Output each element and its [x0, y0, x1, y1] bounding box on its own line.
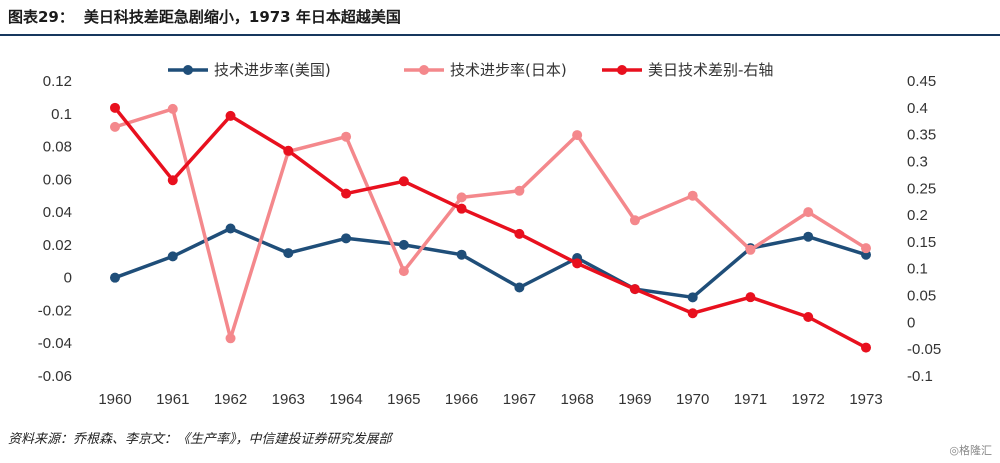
data-point: [745, 244, 756, 255]
data-point: [514, 185, 525, 196]
data-point: [629, 284, 640, 295]
x-tick-label: 1971: [734, 391, 767, 408]
left-tick-label: 0.08: [43, 139, 72, 156]
right-tick-label: 0.15: [907, 234, 936, 251]
data-point: [225, 223, 236, 234]
legend-marker: [183, 65, 193, 75]
x-tick-label: 1973: [849, 391, 882, 408]
data-point: [629, 215, 640, 226]
data-point: [398, 239, 409, 250]
data-point: [803, 312, 814, 322]
series-line-1: [114, 226, 867, 300]
right-tick-label: 0.05: [907, 288, 936, 305]
x-tick-label: 1972: [792, 391, 825, 408]
data-point: [110, 121, 120, 132]
x-tick-label: 1969: [618, 391, 651, 408]
watermark: ◎格隆汇: [949, 444, 992, 457]
data-point: [456, 249, 467, 260]
right-tick-label: -0.05: [907, 341, 941, 358]
series-line-2: [114, 107, 867, 341]
x-tick-label: 1966: [445, 391, 478, 408]
data-point: [110, 272, 120, 283]
data-point: [514, 228, 525, 239]
left-tick-label: 0.04: [43, 204, 72, 221]
x-tick-label: 1967: [503, 391, 536, 408]
left-tick-label: 0.06: [43, 171, 72, 188]
title-divider: [0, 34, 1000, 36]
right-tick-label: 0.1: [907, 261, 928, 278]
data-point: [225, 333, 236, 344]
left-tick-label: -0.06: [38, 368, 72, 385]
data-point: [456, 192, 467, 203]
right-tick-label: 0.3: [907, 153, 928, 170]
right-y-axis: -0.1 -0.05 0 0.05 0.1 0.15 0.2 0.25 0.3 0.35 0.4 0.…: [907, 73, 941, 385]
legend-label: 技术进步率(日本): [450, 61, 567, 79]
figure-label: 图表29：: [8, 8, 74, 26]
line-chart: 技术进步率(美国) 技术进步率(日本) 美日技术差别-右轴 -0.06-0.04-0…: [38, 61, 941, 408]
legend-label: 美日技术差别-右轴: [648, 61, 773, 79]
x-axis: 1960 1961 1962 1963 1964 1965 1966 1967 1968 1969…: [98, 391, 882, 408]
chart-legend: 技术进步率(美国) 技术进步率(日本) 美日技术差别-右轴: [168, 61, 773, 79]
series-line-3: [113, 106, 867, 350]
data-point: [687, 292, 698, 303]
legend-marker: [419, 65, 429, 75]
data-point: [283, 145, 294, 156]
right-tick-label: 0.4: [907, 100, 928, 117]
right-tick-label: 0.25: [907, 180, 936, 197]
data-point: [687, 190, 698, 201]
left-y-axis: -0.06 -0.04 -0.02 0 0.02 0.04 0.06 0.08 0.1 0.12: [38, 73, 72, 385]
data-point: [861, 243, 871, 254]
data-point: [283, 248, 294, 259]
data-point: [167, 251, 178, 262]
series-group: [110, 102, 871, 353]
x-tick-label: 1960: [98, 391, 131, 408]
data-point: [861, 342, 871, 353]
legend-marker: [617, 65, 627, 75]
right-tick-label: 0.35: [907, 127, 936, 144]
data-point: [398, 176, 409, 187]
figure-title-text: 美日科技差距急剧缩小，1973 年日本超越美国: [83, 8, 401, 26]
left-tick-label: -0.02: [38, 302, 72, 319]
data-point: [341, 131, 352, 142]
data-point: [341, 233, 352, 244]
right-tick-label: -0.1: [907, 368, 933, 385]
left-tick-label: 0.12: [43, 73, 72, 90]
x-tick-label: 1964: [329, 391, 362, 408]
right-tick-label: 0.45: [907, 73, 936, 90]
data-point: [225, 110, 236, 121]
x-tick-label: 1962: [214, 391, 247, 408]
x-tick-label: 1961: [156, 391, 189, 408]
x-tick-label: 1965: [387, 391, 420, 408]
data-point: [514, 282, 525, 293]
data-point: [572, 258, 583, 269]
data-point: [803, 207, 814, 218]
left-tick-label: 0: [64, 270, 72, 287]
source-note: 资料来源：乔根森、李京文：《生产率》，中信建投证券研究发展部: [8, 432, 392, 447]
data-point: [398, 266, 409, 277]
data-point: [572, 130, 583, 141]
left-tick-label: 0.1: [51, 106, 72, 123]
legend-label: 技术进步率(美国): [214, 61, 331, 79]
right-tick-label: 0: [907, 314, 915, 331]
x-tick-label: 1968: [560, 391, 593, 408]
data-point: [167, 175, 178, 186]
data-point: [687, 308, 698, 319]
x-tick-label: 1963: [272, 391, 305, 408]
data-point: [745, 292, 756, 303]
data-point: [341, 188, 352, 199]
data-point: [110, 102, 120, 113]
data-point: [167, 103, 178, 114]
data-point: [456, 203, 467, 214]
left-tick-label: 0.02: [43, 237, 72, 254]
left-tick-label: -0.04: [38, 335, 72, 352]
data-point: [803, 231, 814, 242]
right-tick-label: 0.2: [907, 207, 928, 224]
x-tick-label: 1970: [676, 391, 709, 408]
chart-title: 图表29： 美日科技差距急剧缩小，1973 年日本超越美国: [8, 6, 401, 27]
